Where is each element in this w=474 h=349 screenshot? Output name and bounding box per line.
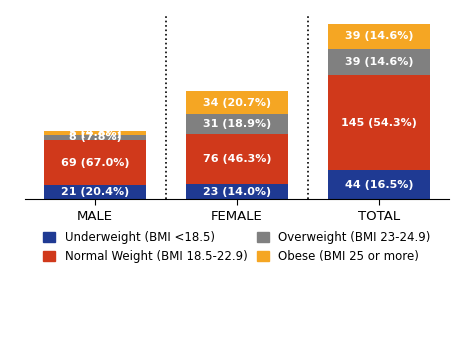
Text: 76 (46.3%): 76 (46.3%) xyxy=(203,154,271,164)
Bar xyxy=(44,132,146,135)
Bar xyxy=(44,185,146,199)
Bar xyxy=(186,134,288,184)
Bar xyxy=(44,135,146,140)
Bar xyxy=(186,91,288,114)
Bar xyxy=(328,170,430,199)
Bar xyxy=(44,140,146,185)
Bar xyxy=(328,75,430,170)
Bar xyxy=(186,114,288,134)
Text: 34 (20.7%): 34 (20.7%) xyxy=(203,97,271,107)
Text: 44 (16.5%): 44 (16.5%) xyxy=(345,180,413,190)
Text: 39 (14.6%): 39 (14.6%) xyxy=(345,57,413,67)
Text: 8 (7.8%): 8 (7.8%) xyxy=(69,132,121,142)
Text: 5 (4.8%): 5 (4.8%) xyxy=(69,128,121,138)
Text: 21 (20.4%): 21 (20.4%) xyxy=(61,187,129,197)
Text: 23 (14.0%): 23 (14.0%) xyxy=(203,187,271,197)
Legend: Underweight (BMI <18.5), Normal Weight (BMI 18.5-22.9), Overweight (BMI 23-24.9): Underweight (BMI <18.5), Normal Weight (… xyxy=(44,231,430,263)
Bar xyxy=(328,49,430,75)
Text: 31 (18.9%): 31 (18.9%) xyxy=(203,119,271,129)
Text: 69 (67.0%): 69 (67.0%) xyxy=(61,158,129,168)
Text: 145 (54.3%): 145 (54.3%) xyxy=(341,118,417,128)
Text: 39 (14.6%): 39 (14.6%) xyxy=(345,31,413,42)
Bar xyxy=(328,23,430,49)
Bar xyxy=(186,184,288,199)
